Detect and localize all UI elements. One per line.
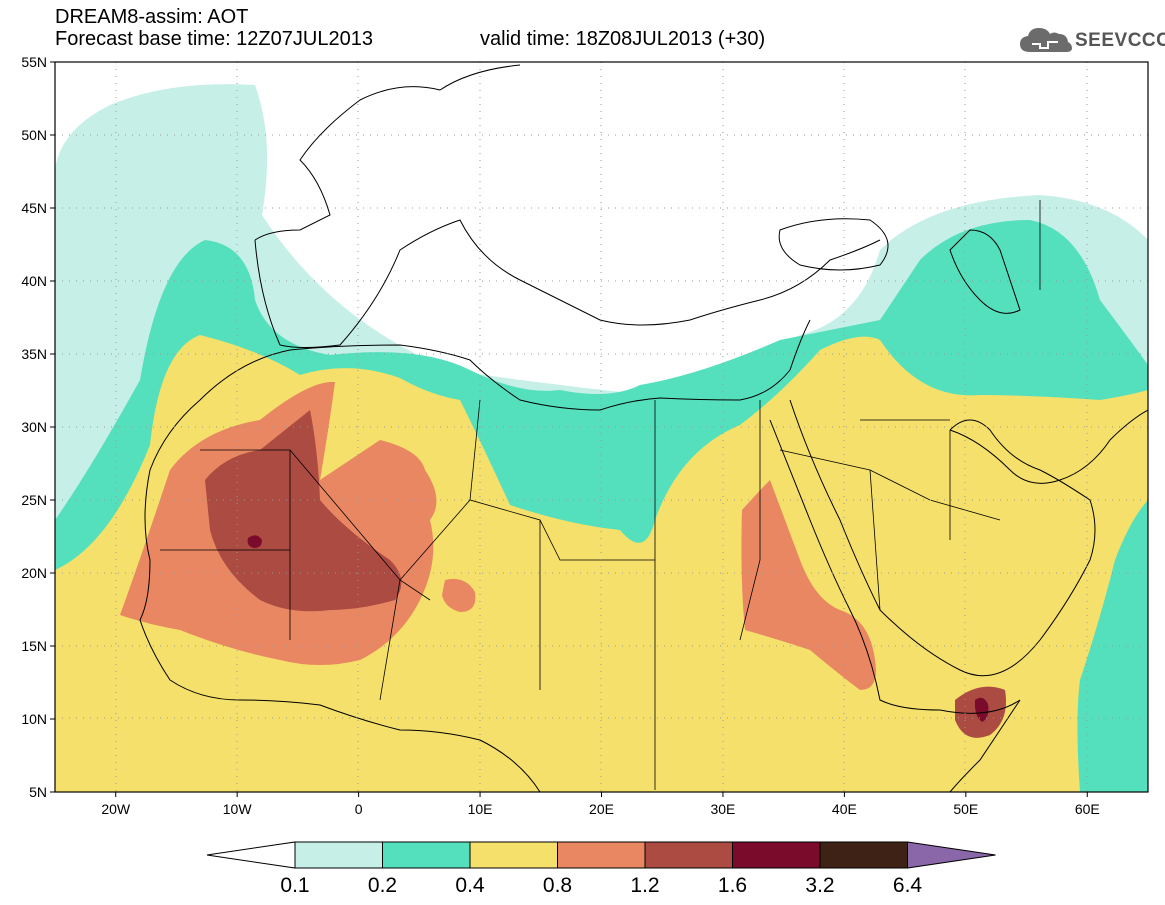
coast-black-sea — [778, 218, 889, 271]
colorbar: 0.1 0.2 0.4 0.8 1.2 1.6 3.2 6.4 — [206, 841, 996, 897]
colorbar-label: 3.2 — [805, 874, 834, 897]
contour-0.8-blob-sahel — [442, 578, 476, 612]
colorbar-box — [557, 841, 646, 869]
lat-label: 50N — [21, 127, 47, 143]
colorbar-over-triangle — [907, 841, 996, 869]
forecast-base-time: Forecast base time: 12Z07JUL2013 — [55, 28, 373, 50]
colorbar-label: 0.1 — [280, 874, 309, 897]
chart-title: DREAM8-assim: AOT — [55, 6, 249, 28]
longitude-labels: 20W 10W 0 10E 20E 30E 40E 50E 60E — [101, 792, 1100, 817]
colorbar-label: 0.8 — [543, 874, 572, 897]
colorbar-label: 1.6 — [718, 874, 747, 897]
lat-label: 15N — [21, 638, 47, 654]
lat-label: 25N — [21, 492, 47, 508]
colorbar-label: 0.2 — [368, 874, 397, 897]
grid — [55, 62, 1148, 792]
borders — [160, 200, 1041, 790]
lat-label: 30N — [21, 419, 47, 435]
lon-label: 60E — [1075, 801, 1100, 817]
coast-persian-gulf — [949, 409, 1148, 484]
colorbar-under-triangle — [206, 841, 296, 869]
coast-caspian — [949, 229, 1021, 314]
valid-time: valid time: 18Z08JUL2013 (+30) — [480, 28, 766, 50]
lat-label: 5N — [29, 784, 47, 800]
colorbar-box — [294, 841, 383, 869]
contour-1.6-horn — [974, 697, 989, 722]
lon-label: 20E — [589, 801, 614, 817]
lat-label: 10N — [21, 711, 47, 727]
lon-label: 50E — [953, 801, 978, 817]
lat-label: 35N — [21, 346, 47, 362]
cloud-icon — [1020, 28, 1072, 52]
coast-somalia — [949, 699, 1021, 792]
lat-label: 20N — [21, 565, 47, 581]
colorbar-label: 1.2 — [630, 874, 659, 897]
colorbar-label: 6.4 — [893, 874, 923, 897]
colorbar-label: 0.4 — [455, 874, 485, 897]
colorbar-box — [644, 841, 733, 869]
lat-label: 45N — [21, 200, 47, 216]
colorbar-box — [382, 841, 471, 869]
lon-label: 20W — [101, 801, 131, 817]
coast-west-africa — [139, 469, 541, 792]
contour-0.8-sudan — [741, 480, 876, 690]
border-lines — [160, 200, 1041, 790]
lat-label: 40N — [21, 273, 47, 289]
colorbar-box — [732, 841, 821, 869]
coast-arabia — [789, 399, 1096, 677]
contour-1.6 — [247, 535, 262, 548]
coast-europe — [254, 64, 881, 348]
chart-title-block: DREAM8-assim: AOT Forecast base time: 12… — [55, 6, 373, 50]
coastlines — [139, 64, 1148, 792]
latitude-labels: 5N 10N 15N 20N 25N 30N 35N 40N 45N 50N 55N — [21, 54, 55, 800]
coast-red-sea-west — [769, 419, 1021, 714]
seevccc-logo: SEEVCCC — [1018, 24, 1165, 56]
coast-north-africa — [149, 319, 811, 471]
lon-label: 40E — [832, 801, 857, 817]
lon-label: 30E — [710, 801, 735, 817]
contour-1.2 — [205, 410, 402, 612]
lon-label: 10E — [468, 801, 493, 817]
lon-label: 0 — [355, 801, 363, 817]
colorbar-box — [819, 841, 908, 869]
colorbar-box — [469, 841, 558, 869]
lon-label: 10W — [223, 801, 253, 817]
logo-text: SEEVCCC — [1075, 30, 1165, 51]
lat-label: 55N — [21, 54, 47, 70]
